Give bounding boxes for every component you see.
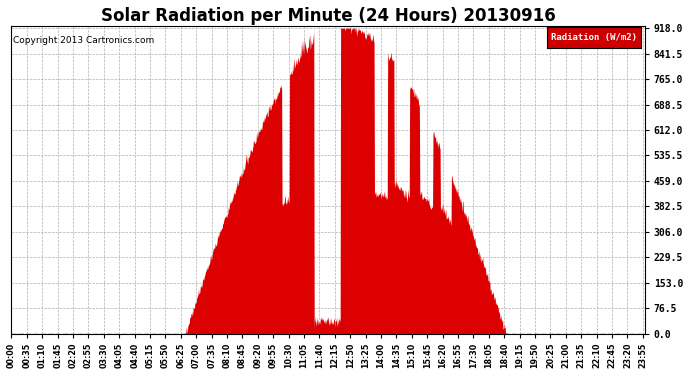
Title: Solar Radiation per Minute (24 Hours) 20130916: Solar Radiation per Minute (24 Hours) 20… <box>101 7 555 25</box>
Text: Copyright 2013 Cartronics.com: Copyright 2013 Cartronics.com <box>12 36 154 45</box>
